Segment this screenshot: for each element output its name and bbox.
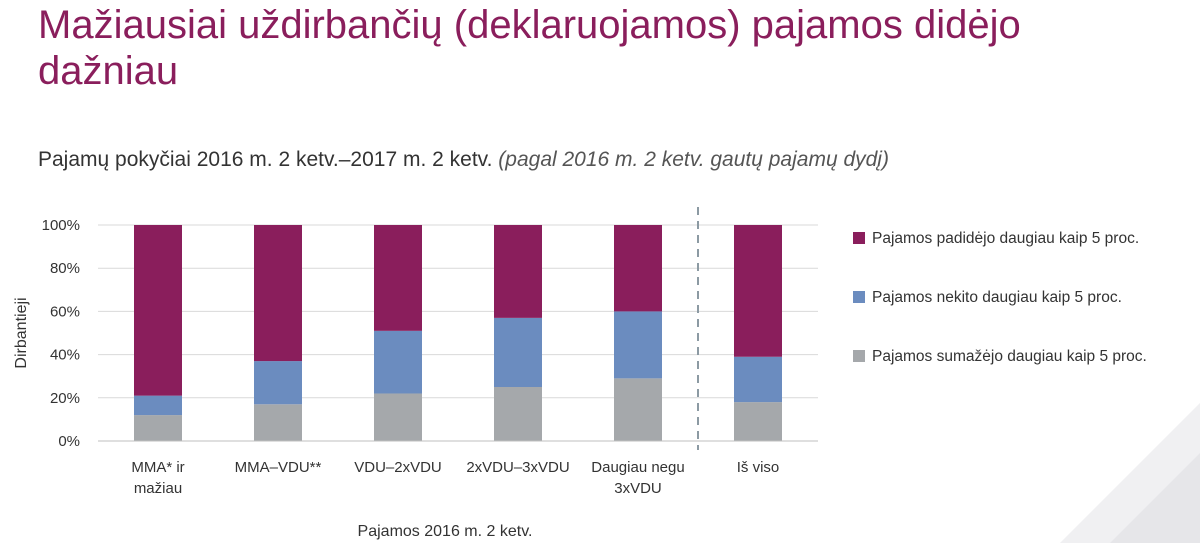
x-tick-label: mažiau: [134, 480, 182, 497]
legend: Pajamos padidėjo daugiau kaip 5 proc. Paj…: [853, 230, 1147, 365]
bar-segment: [614, 378, 662, 441]
legend-label: Pajamos nekito daugiau kaip 5 proc.: [872, 289, 1122, 306]
axes: 0% 20% 40% 60% 80% 100% MMA* ir mažiau MMA–VDU**…: [13, 207, 818, 540]
bar-segment: [254, 404, 302, 441]
x-tick-label: Daugiau negu: [591, 459, 684, 476]
legend-label: Pajamos padidėjo daugiau kaip 5 proc.: [872, 230, 1139, 247]
background-decoration: [1060, 403, 1200, 543]
bar-segment: [134, 225, 182, 396]
subtitle-main: Pajamų pokyčiai 2016 m. 2 ketv.–2017 m. …: [38, 148, 493, 171]
x-tick-label: VDU–2xVDU: [354, 459, 442, 476]
y-tick-label: 100%: [42, 217, 80, 234]
bar-segment: [494, 225, 542, 318]
x-tick-label: MMA* ir: [131, 459, 184, 476]
bars: [134, 225, 782, 441]
page-title: Mažiausiai uždirbančių (deklaruojamos) p…: [38, 3, 1021, 93]
legend-swatch: [853, 350, 865, 362]
bar-segment: [254, 225, 302, 362]
x-tick-label: 2xVDU–3xVDU: [466, 459, 569, 476]
y-tick-label: 0%: [58, 433, 80, 450]
x-axis-title: Pajamos 2016 m. 2 ketv.: [358, 523, 533, 540]
legend-swatch: [853, 291, 865, 303]
x-tick-label: Iš viso: [737, 459, 780, 476]
bar-segment: [734, 356, 782, 403]
y-tick-label: 20%: [50, 390, 80, 407]
bar-segment: [734, 225, 782, 357]
y-tick-label: 80%: [50, 260, 80, 277]
x-tick-label: 3xVDU: [614, 480, 662, 497]
bar-segment: [374, 393, 422, 441]
bar-segment: [494, 317, 542, 387]
bar-segment: [734, 402, 782, 441]
chart-subtitle: Pajamų pokyčiai 2016 m. 2 ketv.–2017 m. …: [38, 146, 889, 174]
x-tick-label: MMA–VDU**: [235, 459, 322, 476]
subtitle-note: (pagal 2016 m. 2 ketv. gautų pajamų dydį…: [498, 148, 889, 171]
gridlines: [98, 224, 818, 399]
bar-segment: [134, 415, 182, 441]
bar-segment: [614, 311, 662, 379]
bar-segment: [134, 395, 182, 416]
bar-segment: [614, 225, 662, 312]
y-tick-label: 60%: [50, 303, 80, 320]
bar-segment: [494, 387, 542, 441]
y-axis-title: Dirbantieji: [13, 297, 30, 368]
bar-segment: [374, 330, 422, 394]
legend-label: Pajamos sumažėjo daugiau kaip 5 proc.: [872, 348, 1147, 365]
bar-segment: [374, 225, 422, 331]
y-tick-label: 40%: [50, 347, 80, 364]
bar-segment: [254, 361, 302, 405]
legend-swatch: [853, 232, 865, 244]
